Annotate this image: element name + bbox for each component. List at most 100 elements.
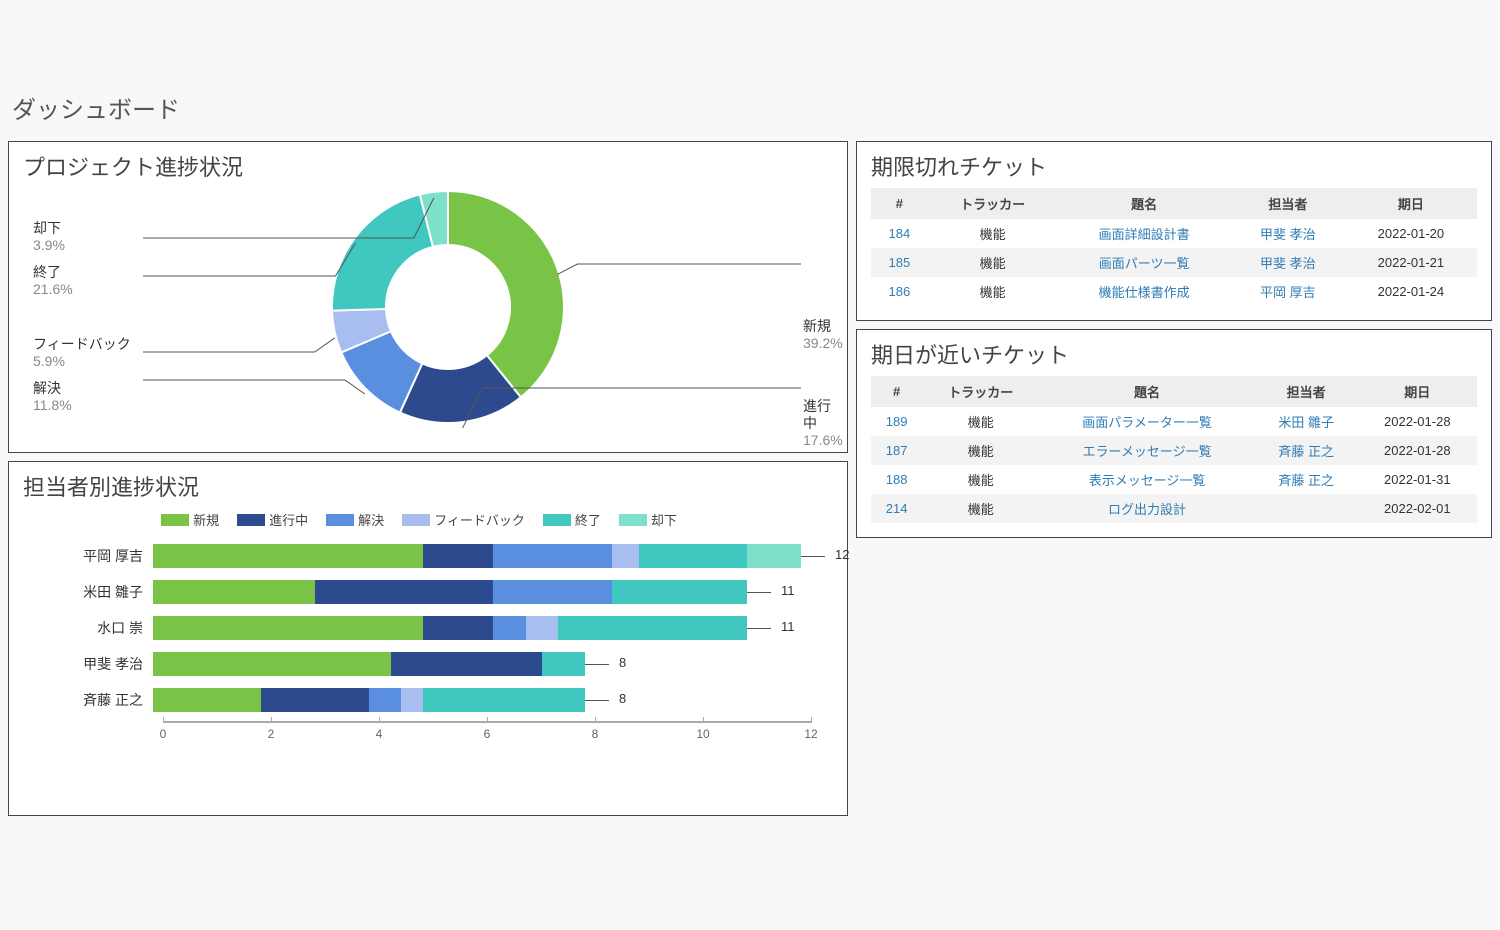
bar-seg-resolved[interactable] — [369, 688, 401, 712]
cell-tracker: 機能 — [922, 436, 1039, 465]
cell-id[interactable]: 188 — [871, 465, 922, 494]
legend-swatch-new[interactable] — [161, 514, 189, 526]
bar-row: 米田 雛子 11 — [33, 577, 823, 607]
cell-assignee[interactable]: 甲斐 孝治 — [1231, 248, 1345, 277]
table-row: 184機能画面詳細設計書甲斐 孝治2022-01-20 — [871, 219, 1477, 248]
bar-seg-feedback[interactable] — [612, 544, 639, 568]
cell-subject[interactable]: エラーメッセージ一覧 — [1039, 436, 1254, 465]
cell-assignee[interactable]: 平岡 厚吉 — [1231, 277, 1345, 306]
bar-row: 平岡 厚吉12 — [33, 541, 823, 571]
panel-assignee-progress: 担当者別進捗状況 新規進行中解決フィードバック終了却下 平岡 厚吉12米田 雛子… — [8, 461, 848, 816]
bar-seg-resolved[interactable] — [493, 544, 612, 568]
xaxis-tick — [163, 717, 164, 723]
cell-id[interactable]: 189 — [871, 407, 922, 436]
bar-seg-closed[interactable] — [612, 580, 747, 604]
legend-swatch-progress[interactable] — [237, 514, 265, 526]
bar-row-name: 米田 雛子 — [33, 582, 153, 602]
bar-seg-new[interactable] — [153, 616, 423, 640]
legend-swatch-feedback[interactable] — [402, 514, 430, 526]
bar-seg-progress[interactable] — [391, 652, 542, 676]
bar-seg-closed[interactable] — [542, 652, 585, 676]
legend-swatch-resolved[interactable] — [326, 514, 354, 526]
xaxis-tick-label: 2 — [268, 727, 275, 741]
cell-subject[interactable]: 画面パーツ一覧 — [1057, 248, 1230, 277]
bar-total: 8 — [619, 655, 626, 670]
cell-id[interactable]: 184 — [871, 219, 928, 248]
xaxis-tick — [271, 717, 272, 723]
cell-subject[interactable]: ログ出力設計 — [1039, 494, 1254, 523]
legend-label-closed[interactable]: 終了 — [575, 513, 601, 528]
cell-subject[interactable]: 画面パラメーター一覧 — [1039, 407, 1254, 436]
bar-seg-new[interactable] — [153, 688, 261, 712]
bar-total-leader — [801, 556, 825, 557]
cell-due: 2022-01-24 — [1345, 277, 1477, 306]
bar-seg-resolved[interactable] — [493, 616, 525, 640]
bar-seg-feedback[interactable] — [401, 688, 423, 712]
legend-swatch-closed[interactable] — [543, 514, 571, 526]
cell-assignee[interactable]: 斉藤 正之 — [1255, 465, 1358, 494]
bar-seg-progress[interactable] — [315, 580, 493, 604]
panel-title-overdue: 期限切れチケット — [871, 150, 1477, 182]
xaxis-tick — [703, 717, 704, 723]
bar-total: 8 — [619, 691, 626, 706]
legend-swatch-rejected[interactable] — [619, 514, 647, 526]
table-overdue: #トラッカー題名担当者期日184機能画面詳細設計書甲斐 孝治2022-01-20… — [871, 188, 1477, 306]
donut-svg — [323, 182, 573, 432]
xaxis-tick-label: 6 — [484, 727, 491, 741]
xaxis-tick-label: 0 — [160, 727, 167, 741]
cell-assignee[interactable]: 甲斐 孝治 — [1231, 219, 1345, 248]
page-title: ダッシュボード — [12, 90, 1492, 125]
cell-id[interactable]: 187 — [871, 436, 922, 465]
legend-label-resolved[interactable]: 解決 — [358, 513, 384, 528]
legend-label-feedback[interactable]: フィードバック — [434, 513, 525, 528]
bar-row-name: 甲斐 孝治 — [33, 654, 153, 674]
bar-seg-progress[interactable] — [423, 544, 493, 568]
bar-seg-progress[interactable] — [423, 616, 493, 640]
bar-chart: 平岡 厚吉12米田 雛子11水口 崇11甲斐 孝治8斉藤 正之802468101… — [33, 541, 823, 801]
bar-seg-closed[interactable] — [423, 688, 585, 712]
bar-row-name: 水口 崇 — [33, 618, 153, 638]
bar-seg-progress[interactable] — [261, 688, 369, 712]
table-header: 期日 — [1358, 376, 1477, 407]
cell-due: 2022-01-20 — [1345, 219, 1477, 248]
bar-track: 11 — [153, 577, 823, 607]
bar-seg-resolved[interactable] — [493, 580, 612, 604]
bar-track: 8 — [153, 649, 823, 679]
bar-total-leader — [747, 592, 771, 593]
table-row: 214機能ログ出力設計2022-02-01 — [871, 494, 1477, 523]
bar-seg-new[interactable] — [153, 652, 391, 676]
bar-row: 斉藤 正之8 — [33, 685, 823, 715]
legend-label-new[interactable]: 新規 — [193, 513, 219, 528]
bar-total: 12 — [835, 547, 849, 562]
panel-upcoming: 期日が近いチケット #トラッカー題名担当者期日189機能画面パラメーター一覧米田… — [856, 329, 1492, 538]
table-row: 187機能エラーメッセージ一覧斉藤 正之2022-01-28 — [871, 436, 1477, 465]
donut-label-rejected: 却下3.9% — [33, 220, 65, 254]
legend-label-rejected[interactable]: 却下 — [651, 513, 677, 528]
cell-assignee[interactable]: 斉藤 正之 — [1255, 436, 1358, 465]
bar-seg-closed[interactable] — [558, 616, 747, 640]
bar-seg-closed[interactable] — [639, 544, 747, 568]
donut-slice-closed[interactable] — [332, 194, 433, 310]
cell-subject[interactable]: 画面詳細設計書 — [1057, 219, 1230, 248]
donut-leader-feedback — [143, 338, 335, 352]
bar-seg-feedback[interactable] — [526, 616, 558, 640]
cell-assignee[interactable]: 米田 雛子 — [1255, 407, 1358, 436]
bar-track: 12 — [153, 541, 823, 571]
legend-label-progress[interactable]: 進行中 — [269, 513, 308, 528]
cell-subject[interactable]: 表示メッセージ一覧 — [1039, 465, 1254, 494]
bar-seg-new[interactable] — [153, 580, 315, 604]
cell-subject[interactable]: 機能仕様書作成 — [1057, 277, 1230, 306]
cell-assignee — [1255, 494, 1358, 523]
xaxis-tick — [379, 717, 380, 723]
table-header: 担当者 — [1231, 188, 1345, 219]
cell-due: 2022-01-28 — [1358, 436, 1477, 465]
bar-total: 11 — [781, 583, 795, 598]
bar-seg-new[interactable] — [153, 544, 423, 568]
cell-id[interactable]: 214 — [871, 494, 922, 523]
bar-seg-rejected[interactable] — [747, 544, 801, 568]
cell-id[interactable]: 186 — [871, 277, 928, 306]
cell-tracker: 機能 — [928, 248, 1058, 277]
cell-id[interactable]: 185 — [871, 248, 928, 277]
cell-due: 2022-01-31 — [1358, 465, 1477, 494]
panel-overdue: 期限切れチケット #トラッカー題名担当者期日184機能画面詳細設計書甲斐 孝治2… — [856, 141, 1492, 321]
